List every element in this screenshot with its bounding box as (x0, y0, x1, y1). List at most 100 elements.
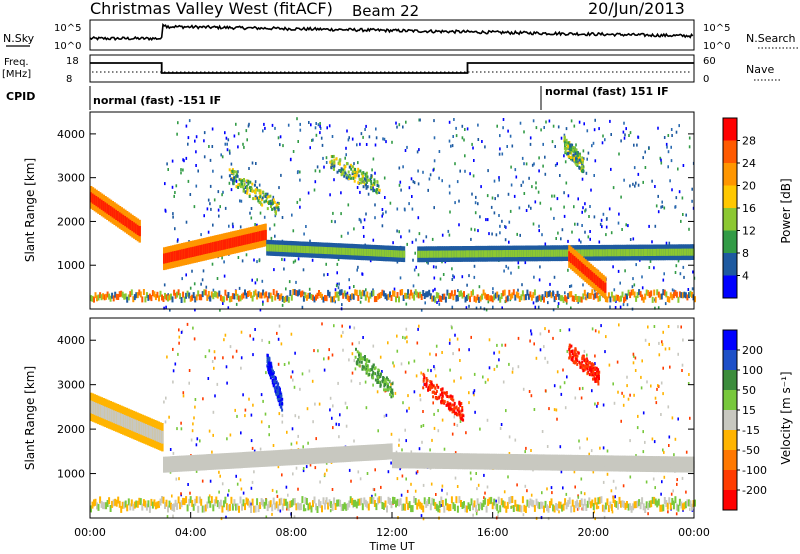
scatter-cell (575, 356, 578, 359)
range-cell (552, 308, 555, 312)
range-cell (356, 143, 358, 147)
band-core (507, 458, 510, 466)
band-core (404, 456, 407, 464)
ground-scatter-cell (304, 497, 307, 505)
range-cell (544, 155, 546, 159)
range-cell (189, 193, 192, 196)
range-cell (567, 268, 569, 272)
band-core (419, 250, 422, 258)
ground-scatter-cell (576, 499, 579, 507)
scatter-cell (368, 373, 371, 377)
colorbar-swatch (723, 330, 737, 351)
ground-scatter-cell (121, 501, 124, 509)
range-cell (363, 234, 365, 238)
scatter-cell (277, 395, 279, 398)
scatter-cell (345, 162, 348, 165)
ground-scatter-cell (90, 295, 92, 302)
range-cell (602, 403, 605, 407)
range-cell (385, 140, 387, 144)
range-cell (551, 140, 554, 144)
ground-scatter-cell (530, 499, 533, 507)
band-core (170, 251, 173, 262)
range-cell (461, 275, 464, 279)
scatter-cell (366, 185, 369, 189)
band-core (390, 250, 393, 258)
ground-scatter-cell (455, 496, 458, 504)
range-cell (407, 394, 409, 398)
range-cell (651, 240, 653, 244)
ground-scatter-cell (358, 498, 361, 506)
range-cell (499, 231, 501, 235)
range-cell (224, 206, 227, 210)
range-cell (509, 209, 512, 213)
scatter-cell (430, 382, 433, 386)
band-core (166, 252, 169, 263)
range-cell (597, 401, 599, 405)
scatter-cell (246, 189, 249, 193)
range-cell (562, 368, 564, 372)
range-cell (496, 124, 498, 128)
ground-scatter-cell (666, 502, 669, 510)
ground-scatter-cell (502, 500, 505, 508)
band-core (656, 248, 659, 256)
range-cell (411, 240, 414, 244)
ground-scatter-cell (399, 498, 402, 506)
range-cell (524, 484, 527, 488)
ground-scatter-cell (689, 500, 692, 508)
range-cell (172, 369, 175, 373)
range-cell (224, 131, 226, 135)
band-core (251, 455, 254, 464)
range-cell (308, 369, 311, 373)
ground-scatter-cell (293, 289, 296, 296)
ground-scatter-cell (617, 502, 619, 510)
range-cell (431, 237, 434, 241)
range-cell (211, 450, 213, 454)
band-core (490, 250, 494, 258)
range-cell (541, 491, 543, 495)
band-core (177, 250, 180, 261)
range-cell (339, 413, 341, 417)
band-core (582, 249, 585, 257)
ground-scatter-cell (621, 291, 624, 298)
ground-scatter-cell (235, 289, 237, 296)
scatter-cell (564, 140, 567, 144)
ground-scatter-cell (360, 497, 363, 505)
band-core (501, 458, 505, 466)
ground-scatter-cell (694, 499, 696, 507)
ground-scatter-cell (573, 505, 576, 513)
band-core (199, 459, 202, 467)
ground-scatter-cell (476, 294, 479, 301)
ground-scatter-cell (683, 502, 686, 510)
ground-scatter-cell (106, 500, 109, 507)
range-cell (433, 206, 435, 210)
range-cell (245, 253, 248, 257)
range-cell (473, 264, 476, 268)
scatter-cell (591, 373, 594, 377)
band-core (136, 420, 139, 433)
range-cell (294, 351, 296, 355)
band-core (481, 457, 485, 466)
range-cell (163, 306, 165, 310)
band-core (220, 240, 224, 251)
ground-scatter-cell (292, 289, 295, 295)
ground-scatter-cell (469, 504, 471, 512)
scatter-cell (581, 158, 584, 162)
range-cell (507, 129, 509, 133)
range-cell (559, 445, 562, 449)
scatter-cell (366, 364, 369, 368)
x-tick-label: 08:00 (275, 526, 307, 539)
range-cell (428, 177, 431, 181)
ground-scatter-cell (527, 293, 530, 300)
range-cell (420, 371, 422, 375)
range-cell (506, 145, 508, 148)
ground-scatter-cell (308, 502, 311, 510)
range-cell (629, 439, 631, 443)
band-core (375, 249, 379, 257)
band-core (199, 245, 202, 256)
range-cell (280, 342, 283, 346)
range-cell (677, 325, 679, 329)
range-cell (617, 221, 620, 225)
band-core (431, 457, 434, 465)
scatter-cell (598, 370, 601, 374)
ground-scatter-cell (336, 291, 339, 298)
